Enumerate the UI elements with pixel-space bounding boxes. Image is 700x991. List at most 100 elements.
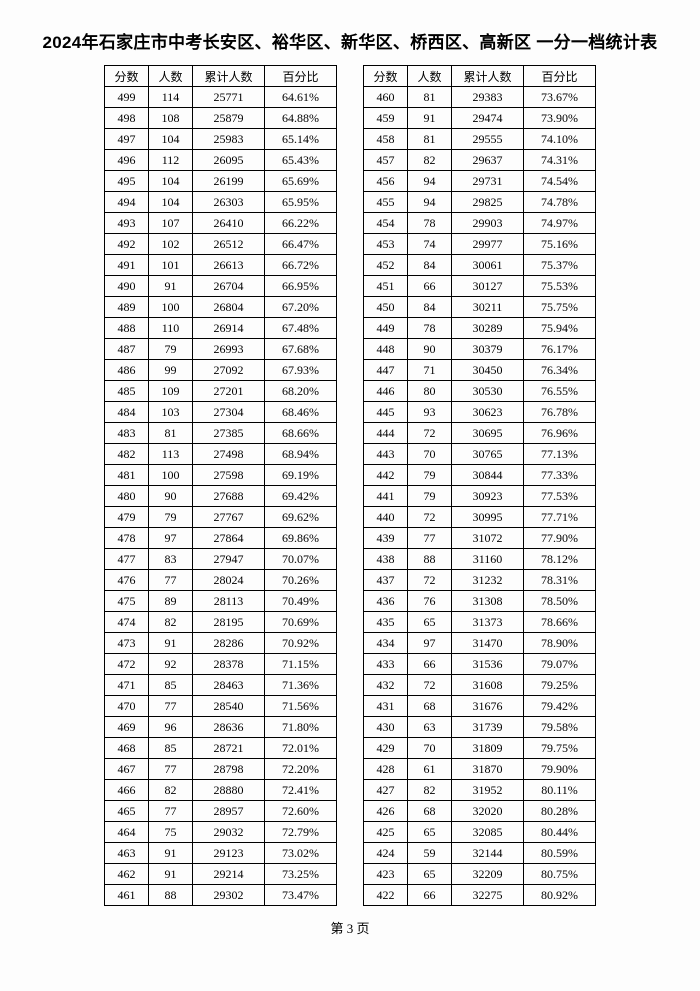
cell-pct: 70.07% (265, 549, 337, 570)
cell-score: 499 (105, 87, 149, 108)
cell-score: 463 (105, 843, 149, 864)
cell-pct: 71.15% (265, 654, 337, 675)
cell-score: 482 (105, 444, 149, 465)
cell-cum: 25879 (193, 108, 265, 129)
cell-score: 426 (364, 801, 408, 822)
cell-pct: 72.60% (265, 801, 337, 822)
cell-score: 477 (105, 549, 149, 570)
table-row: 455942982574.78% (364, 192, 596, 213)
cell-count: 83 (149, 549, 193, 570)
cell-score: 476 (105, 570, 149, 591)
table-row: 426683202080.28% (364, 801, 596, 822)
cell-count: 96 (149, 717, 193, 738)
cell-score: 471 (105, 675, 149, 696)
cell-count: 107 (149, 213, 193, 234)
cell-cum: 31870 (452, 759, 524, 780)
cell-pct: 79.90% (524, 759, 596, 780)
cell-score: 450 (364, 297, 408, 318)
cell-count: 81 (408, 129, 452, 150)
table-header-row: 分数 人数 累计人数 百分比 (364, 66, 596, 87)
cell-cum: 28286 (193, 633, 265, 654)
table-row: 472922837871.15% (105, 654, 337, 675)
cell-cum: 31952 (452, 780, 524, 801)
cell-count: 100 (149, 465, 193, 486)
cell-pct: 71.80% (265, 717, 337, 738)
cell-score: 462 (105, 864, 149, 885)
table-row: 486992709267.93% (105, 360, 337, 381)
cell-score: 469 (105, 717, 149, 738)
cell-cum: 28957 (193, 801, 265, 822)
cell-cum: 31809 (452, 738, 524, 759)
cell-count: 68 (408, 696, 452, 717)
cell-cum: 31739 (452, 717, 524, 738)
cell-score: 497 (105, 129, 149, 150)
cell-pct: 72.20% (265, 759, 337, 780)
cell-pct: 78.31% (524, 570, 596, 591)
cell-count: 72 (408, 675, 452, 696)
cell-count: 79 (408, 486, 452, 507)
table-row: 465772895772.60% (105, 801, 337, 822)
table-row: 457822963774.31% (364, 150, 596, 171)
cell-cum: 26199 (193, 171, 265, 192)
cell-pct: 74.10% (524, 129, 596, 150)
cell-score: 484 (105, 402, 149, 423)
cell-score: 498 (105, 108, 149, 129)
cell-cum: 29825 (452, 192, 524, 213)
cell-count: 65 (408, 612, 452, 633)
table-row: 463912912373.02% (105, 843, 337, 864)
cell-count: 79 (149, 507, 193, 528)
score-table-left: 分数 人数 累计人数 百分比 4991142577164.61%49810825… (104, 65, 337, 906)
cell-count: 66 (408, 654, 452, 675)
table-row: 4891002680467.20% (105, 297, 337, 318)
table-row: 4841032730468.46% (105, 402, 337, 423)
cell-pct: 69.62% (265, 507, 337, 528)
cell-count: 90 (149, 486, 193, 507)
cell-pct: 70.92% (265, 633, 337, 654)
cell-pct: 76.55% (524, 381, 596, 402)
cell-score: 455 (364, 192, 408, 213)
cell-count: 77 (149, 801, 193, 822)
cell-pct: 79.25% (524, 675, 596, 696)
cell-score: 495 (105, 171, 149, 192)
cell-pct: 75.16% (524, 234, 596, 255)
cell-count: 66 (408, 276, 452, 297)
cell-cum: 26704 (193, 276, 265, 297)
cell-pct: 67.20% (265, 297, 337, 318)
cell-count: 78 (408, 213, 452, 234)
cell-count: 104 (149, 129, 193, 150)
cell-count: 77 (408, 528, 452, 549)
cell-cum: 28540 (193, 696, 265, 717)
cell-count: 92 (149, 654, 193, 675)
header-cum: 累计人数 (193, 66, 265, 87)
cell-score: 465 (105, 801, 149, 822)
table-row: 460812938373.67% (364, 87, 596, 108)
cell-count: 70 (408, 444, 452, 465)
cell-pct: 65.95% (265, 192, 337, 213)
cell-cum: 28024 (193, 570, 265, 591)
cell-pct: 69.42% (265, 486, 337, 507)
cell-cum: 29302 (193, 885, 265, 906)
cell-score: 429 (364, 738, 408, 759)
cell-count: 63 (408, 717, 452, 738)
cell-pct: 71.36% (265, 675, 337, 696)
table-row: 471852846371.36% (105, 675, 337, 696)
table-row: 438883116078.12% (364, 549, 596, 570)
page-footer: 第 3 页 (20, 918, 680, 937)
cell-cum: 31373 (452, 612, 524, 633)
cell-score: 449 (364, 318, 408, 339)
cell-pct: 79.58% (524, 717, 596, 738)
cell-pct: 76.96% (524, 423, 596, 444)
cell-count: 65 (408, 822, 452, 843)
table-row: 4971042598365.14% (105, 129, 337, 150)
cell-count: 80 (408, 381, 452, 402)
cell-cum: 27688 (193, 486, 265, 507)
cell-score: 490 (105, 276, 149, 297)
cell-cum: 25983 (193, 129, 265, 150)
table-row: 451663012775.53% (364, 276, 596, 297)
cell-count: 103 (149, 402, 193, 423)
cell-cum: 28721 (193, 738, 265, 759)
cell-cum: 31608 (452, 675, 524, 696)
cell-pct: 73.67% (524, 87, 596, 108)
cell-score: 448 (364, 339, 408, 360)
cell-count: 66 (408, 885, 452, 906)
